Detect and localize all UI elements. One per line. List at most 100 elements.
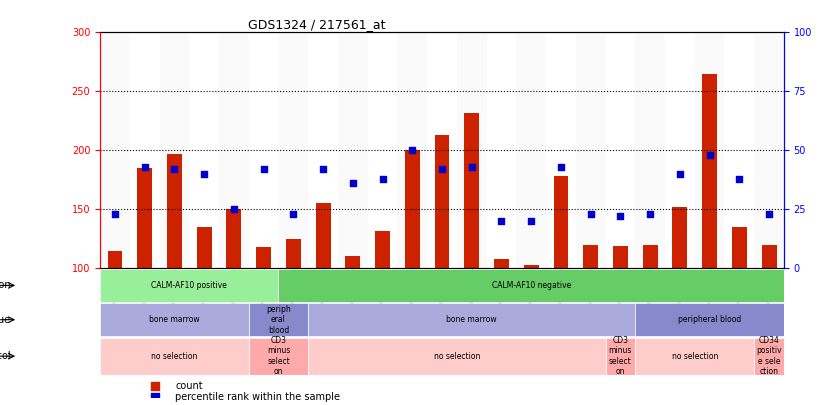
FancyBboxPatch shape: [100, 269, 279, 302]
Bar: [427, 32, 457, 268]
Bar: [554, 176, 569, 268]
Text: CD3
minus
select
on: CD3 minus select on: [609, 336, 632, 376]
Point: [495, 218, 508, 224]
Point: [138, 164, 151, 170]
Bar: [159, 32, 189, 268]
Text: genotype/variation: genotype/variation: [0, 280, 11, 290]
Text: no selection: no selection: [671, 352, 718, 361]
Bar: [636, 32, 665, 268]
Bar: [761, 245, 776, 268]
Point: [316, 166, 329, 173]
Bar: [457, 32, 486, 268]
Bar: [249, 32, 279, 268]
Bar: [256, 247, 271, 268]
FancyBboxPatch shape: [309, 338, 605, 375]
Bar: [100, 32, 130, 268]
Bar: [546, 32, 575, 268]
Point: [614, 213, 627, 220]
Bar: [315, 203, 330, 268]
Text: bone marrow: bone marrow: [446, 315, 497, 324]
Bar: [227, 209, 241, 268]
FancyBboxPatch shape: [605, 338, 636, 375]
Bar: [197, 227, 212, 268]
Text: GDS1324 / 217561_at: GDS1324 / 217561_at: [249, 18, 385, 31]
Point: [148, 383, 162, 390]
Bar: [286, 239, 301, 268]
FancyBboxPatch shape: [636, 338, 754, 375]
Bar: [732, 227, 746, 268]
FancyBboxPatch shape: [636, 303, 784, 336]
FancyBboxPatch shape: [754, 338, 784, 375]
FancyBboxPatch shape: [279, 269, 784, 302]
Bar: [725, 32, 754, 268]
Bar: [575, 32, 605, 268]
Text: CALM-AF10 positive: CALM-AF10 positive: [151, 281, 227, 290]
Point: [465, 164, 479, 170]
Bar: [404, 150, 420, 268]
Bar: [345, 256, 360, 268]
Bar: [494, 259, 509, 268]
Text: CD34
positiv
e sele
ction: CD34 positiv e sele ction: [756, 336, 782, 376]
Bar: [486, 32, 516, 268]
Point: [108, 211, 122, 217]
Bar: [130, 32, 159, 268]
Bar: [702, 74, 717, 268]
Point: [346, 180, 359, 187]
Text: peripheral blood: peripheral blood: [678, 315, 741, 324]
FancyBboxPatch shape: [309, 303, 636, 336]
Bar: [138, 168, 152, 268]
Bar: [219, 32, 249, 268]
Bar: [672, 207, 687, 268]
Bar: [465, 113, 480, 268]
Point: [733, 175, 746, 182]
Bar: [695, 32, 725, 268]
Point: [673, 171, 686, 177]
Bar: [516, 32, 546, 268]
Point: [257, 166, 270, 173]
Point: [227, 206, 240, 213]
Bar: [189, 32, 219, 268]
Bar: [583, 245, 598, 268]
Text: no selection: no selection: [434, 352, 480, 361]
Text: protocol: protocol: [0, 351, 11, 361]
Text: periph
eral
blood: periph eral blood: [266, 305, 291, 335]
Bar: [338, 32, 368, 268]
Point: [703, 152, 716, 158]
Bar: [613, 246, 628, 268]
Bar: [524, 265, 539, 268]
Point: [762, 211, 776, 217]
Text: CALM-AF10 negative: CALM-AF10 negative: [491, 281, 570, 290]
Bar: [605, 32, 636, 268]
Text: bone marrow: bone marrow: [149, 315, 199, 324]
Point: [148, 394, 162, 400]
Point: [198, 171, 211, 177]
Point: [287, 211, 300, 217]
Text: no selection: no selection: [151, 352, 198, 361]
Bar: [665, 32, 695, 268]
Text: count: count: [175, 381, 203, 391]
Bar: [643, 245, 657, 268]
Text: CD3
minus
select
on: CD3 minus select on: [267, 336, 290, 376]
Point: [525, 218, 538, 224]
Point: [405, 147, 419, 153]
Bar: [368, 32, 398, 268]
FancyBboxPatch shape: [249, 338, 309, 375]
Bar: [167, 154, 182, 268]
Bar: [279, 32, 309, 268]
Bar: [108, 251, 123, 268]
FancyBboxPatch shape: [100, 303, 249, 336]
FancyBboxPatch shape: [100, 338, 249, 375]
Point: [376, 175, 389, 182]
Text: tissue: tissue: [0, 315, 11, 325]
Bar: [375, 230, 390, 268]
Bar: [309, 32, 338, 268]
Text: percentile rank within the sample: percentile rank within the sample: [175, 392, 340, 402]
FancyBboxPatch shape: [249, 303, 309, 336]
Point: [555, 164, 568, 170]
Bar: [398, 32, 427, 268]
Point: [584, 211, 597, 217]
Bar: [754, 32, 784, 268]
Point: [644, 211, 657, 217]
Point: [435, 166, 449, 173]
Point: [168, 166, 181, 173]
